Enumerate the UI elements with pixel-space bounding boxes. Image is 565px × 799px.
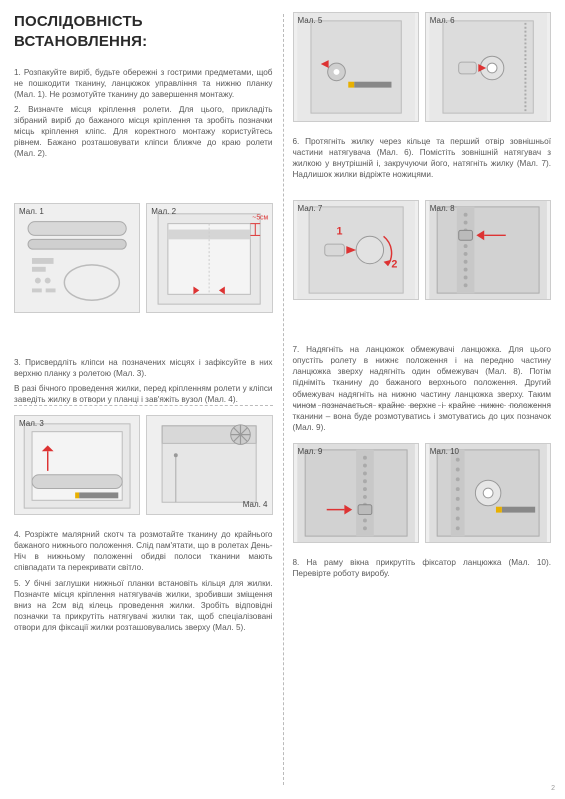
fig-row-5-6: Мал. 5 Мал. 6 — [293, 12, 552, 122]
step-5-text: 5. У бічні заглушки нижньої планки встан… — [14, 578, 273, 633]
step-1-text: 1. Розпакуйте виріб, будьте обережні з г… — [14, 67, 273, 100]
left-column: ПОСЛІДОВНІСТЬ ВСТАНОВЛЕННЯ: 1. Розпакуйт… — [0, 0, 283, 799]
figure-1: Мал. 1 — [14, 203, 140, 313]
figure-2-label: Мал. 2 — [151, 207, 176, 218]
figure-4: Мал. 4 — [146, 415, 272, 515]
step-7-text: 7. Надягніть на ланцюжок обмежувачі ланц… — [293, 344, 552, 433]
figure-7: Мал. 7 1 2 — [293, 200, 419, 300]
step-3-span: 3. Присвердліть кліпси на позначених міс… — [14, 358, 273, 378]
figure-8: Мал. 8 — [425, 200, 551, 300]
step-6-span: 6. Протягніть жилку через кільце та перш… — [293, 137, 552, 179]
dim-5cm: ~5см — [253, 215, 269, 222]
page-number: 2 — [551, 784, 555, 793]
right-column: Мал. 5 Мал. 6 — [283, 0, 565, 799]
figure-7-label: Мал. 7 — [298, 204, 323, 215]
fig-row-9-10: Мал. 9 Мал. 10 — [293, 443, 552, 543]
page-title: ПОСЛІДОВНІСТЬ ВСТАНОВЛЕННЯ: — [14, 12, 273, 53]
fig-row-7-8: Мал. 7 1 2 Мал. 8 — [293, 200, 552, 300]
step-3-text: 3. Присвердліть кліпси на позначених міс… — [14, 357, 273, 379]
step-3b-text: В разі бічного проведення жилки, перед к… — [14, 383, 273, 405]
step-8-text: 8. На раму вікна прикрутіть фіксатор лан… — [293, 557, 552, 579]
step-6-text: 6. Протягніть жилку через кільце та перш… — [293, 136, 552, 180]
figure-3-label: Мал. 3 — [19, 419, 44, 430]
figure-5-label: Мал. 5 — [298, 16, 323, 27]
step-5-span: 5. У бічні заглушки нижньої планки встан… — [14, 579, 273, 632]
step-4-text: 4. Розріжте малярний скотч та розмотайте… — [14, 529, 273, 573]
num-2: 2 — [391, 259, 397, 271]
figure-6: Мал. 6 — [425, 12, 551, 122]
step-7-span: 7. Надягніть на ланцюжок обмежувачі ланц… — [293, 345, 552, 431]
figure-9: Мал. 9 — [293, 443, 419, 543]
step-1-span: 1. Розпакуйте виріб, будьте обережні з г… — [14, 68, 273, 99]
step-8-span: 8. На раму вікна прикрутіть фіксатор лан… — [293, 558, 552, 578]
figure-10-label: Мал. 10 — [430, 447, 459, 458]
figure-9-label: Мал. 9 — [298, 447, 323, 458]
step-2-text: 2. Визначте місця кріплення ролети. Для … — [14, 104, 273, 159]
fig-row-3-4: Мал. 3 Мал. 4 — [14, 415, 273, 515]
figure-2: Мал. 2 ~5см — [146, 203, 272, 313]
figure-10: Мал. 10 — [425, 443, 551, 543]
figure-4-label: Мал. 4 — [243, 500, 268, 511]
num-1: 1 — [336, 226, 342, 238]
figure-3: Мал. 3 — [14, 415, 140, 515]
step-3b-span: В разі бічного проведення жилки, перед к… — [14, 384, 273, 404]
figure-1-label: Мал. 1 — [19, 207, 44, 218]
step-2-span: 2. Визначте місця кріплення ролети. Для … — [14, 105, 273, 158]
figure-6-label: Мал. 6 — [430, 16, 455, 27]
fig-row-1-2: Мал. 1 Мал. 2 — [14, 203, 273, 313]
figure-5: Мал. 5 — [293, 12, 419, 122]
figure-8-label: Мал. 8 — [430, 204, 455, 215]
step-4-span: 4. Розріжте малярний скотч та розмотайте… — [14, 530, 273, 572]
